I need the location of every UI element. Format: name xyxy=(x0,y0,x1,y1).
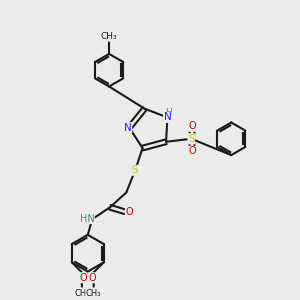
Text: N: N xyxy=(164,112,171,122)
Text: S: S xyxy=(132,165,139,175)
Text: O: O xyxy=(79,273,87,283)
Text: H: H xyxy=(166,109,172,118)
Text: O: O xyxy=(125,207,133,217)
Text: S: S xyxy=(188,134,195,144)
Text: CH₃: CH₃ xyxy=(74,289,90,298)
Text: O: O xyxy=(189,122,196,131)
Text: HN: HN xyxy=(80,214,94,224)
Text: O: O xyxy=(89,273,97,283)
Text: CH₃: CH₃ xyxy=(86,289,101,298)
Text: N: N xyxy=(124,123,132,133)
Text: O: O xyxy=(189,146,196,156)
Text: CH₃: CH₃ xyxy=(101,32,117,41)
